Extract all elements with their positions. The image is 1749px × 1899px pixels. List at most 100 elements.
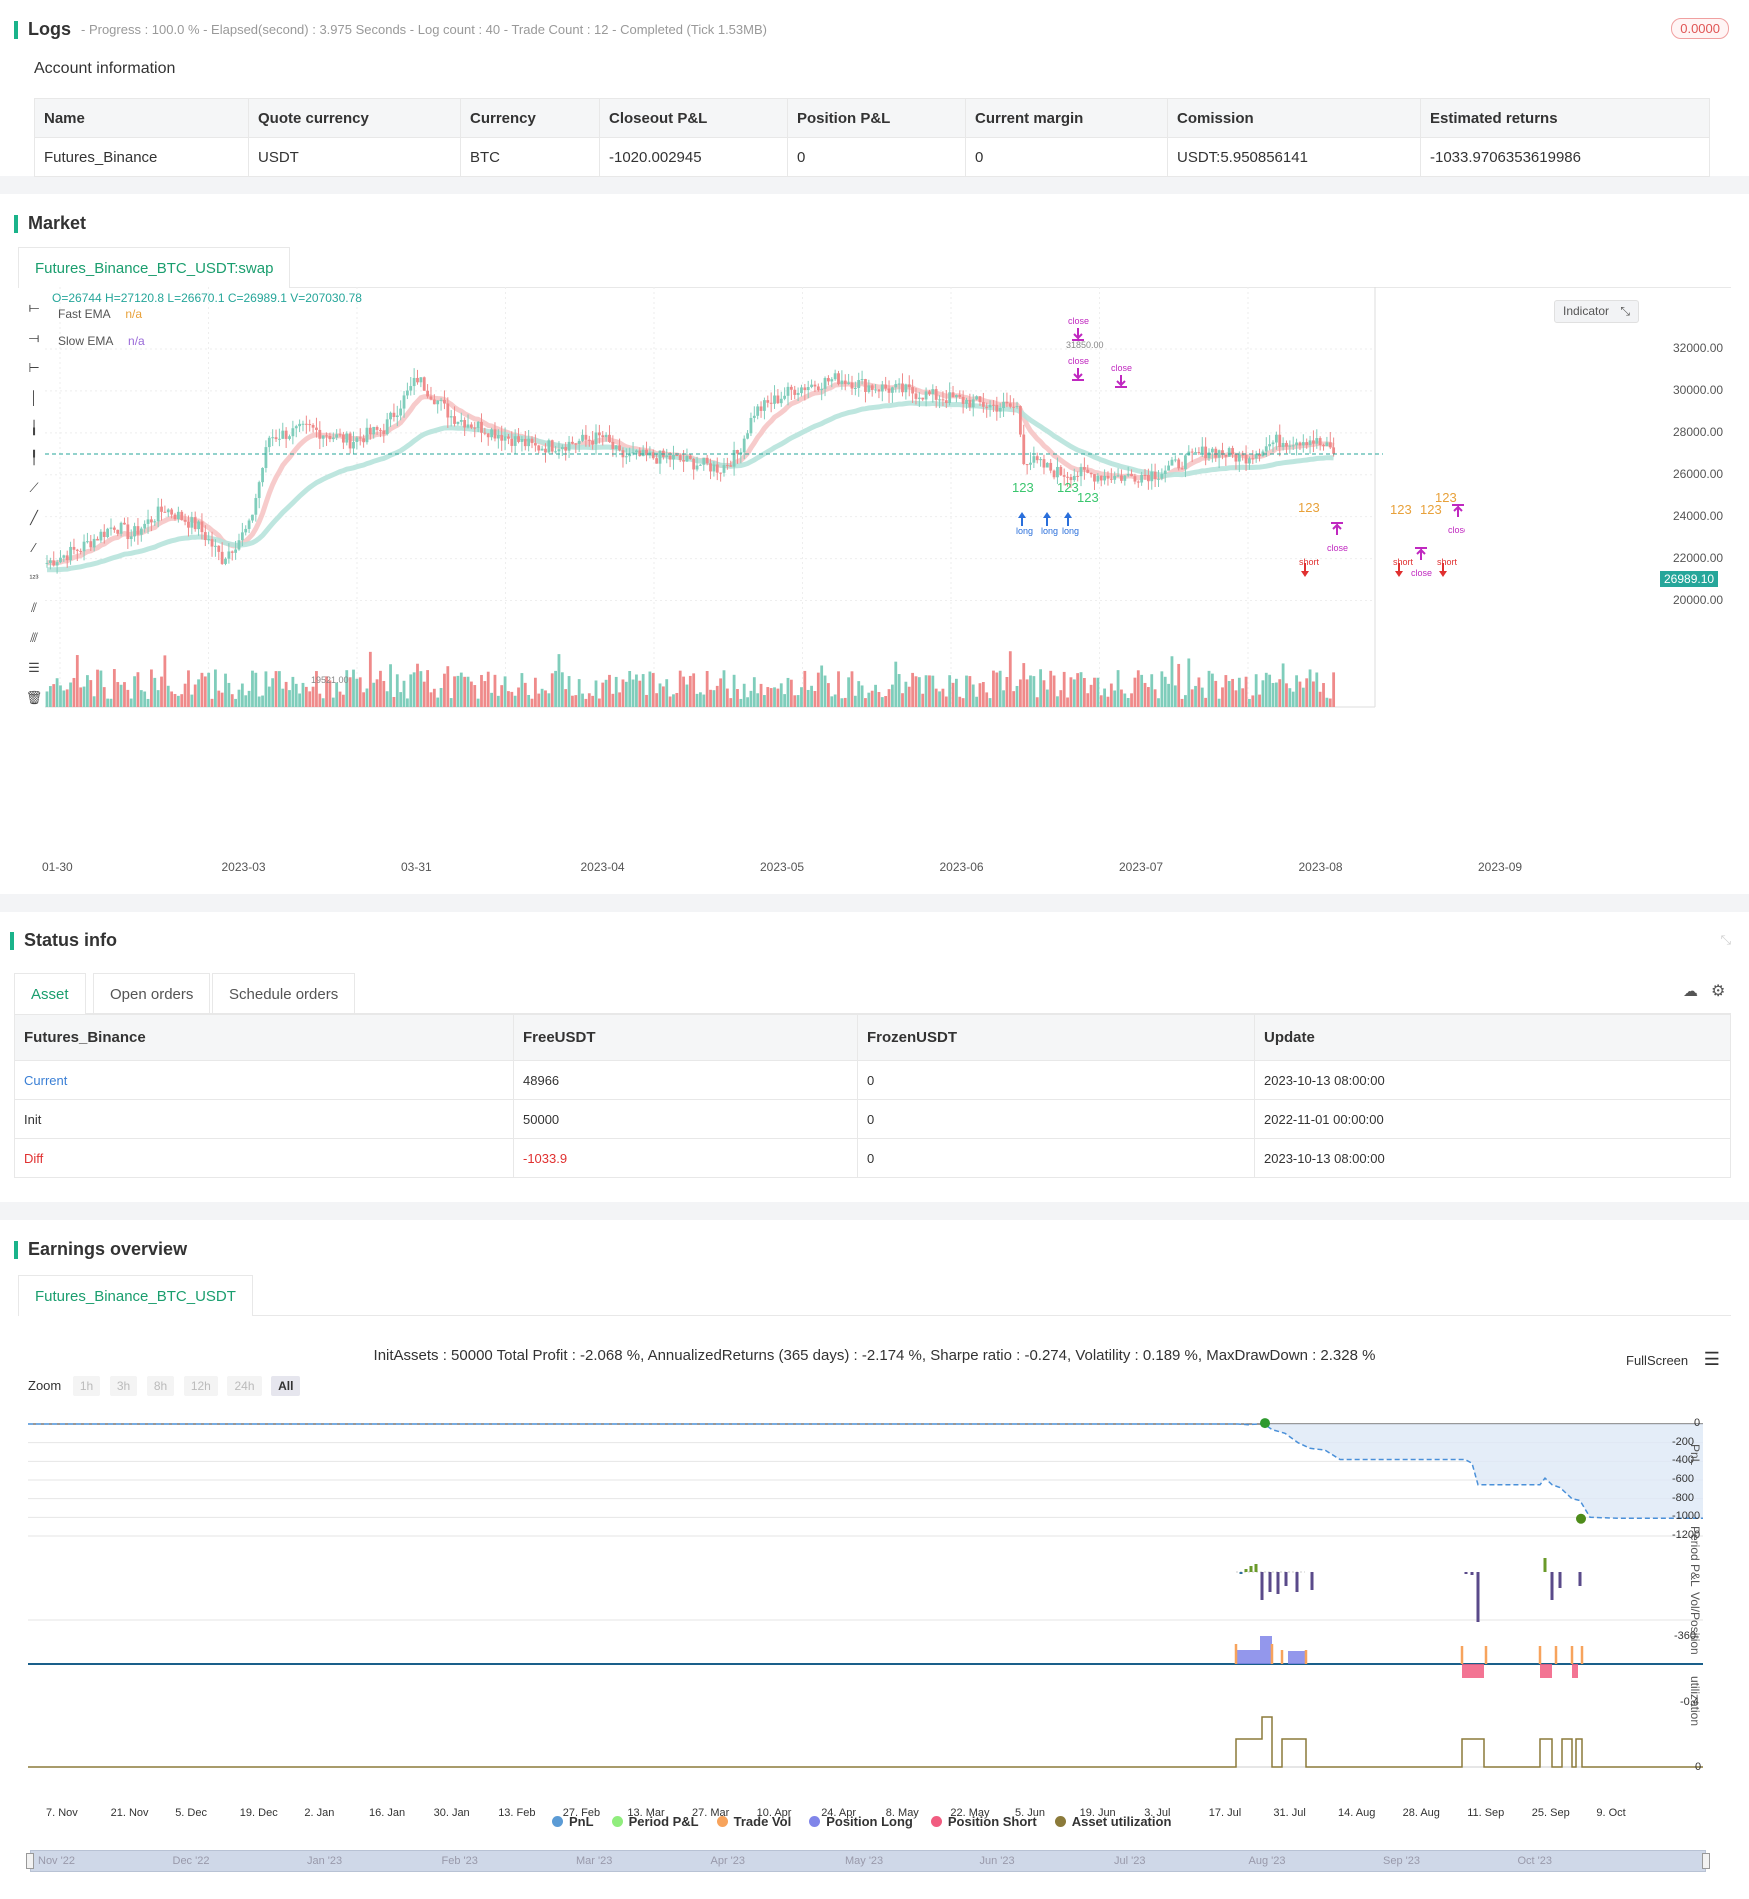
close-marker: [1331, 522, 1343, 535]
gear-icon[interactable]: ⚙: [1711, 983, 1726, 1000]
trend-line-icon[interactable]: ⟋: [29, 480, 39, 495]
legend-item[interactable]: Period P&L: [611, 1814, 699, 1829]
volume-bar: [341, 694, 345, 707]
candle-body: [298, 423, 302, 427]
vertical-segment-icon[interactable]: ╿: [30, 450, 38, 465]
volume-bar: [837, 671, 840, 707]
volume-bar: [1133, 677, 1137, 707]
vertical-ray-icon[interactable]: ╽: [30, 420, 38, 435]
candle-body: [527, 438, 531, 447]
zoom-12h-button[interactable]: 12h: [183, 1376, 218, 1396]
earnings-x-tick: 7. Nov: [46, 1807, 78, 1819]
navigator-left-handle[interactable]: [26, 1853, 34, 1869]
candle-body: [187, 521, 190, 528]
earnings-x-tick: 13. Mar: [627, 1807, 665, 1819]
position-short-bar: [1572, 1664, 1578, 1678]
candle-body: [520, 438, 524, 442]
earnings-x-tick: 14. Aug: [1338, 1807, 1376, 1819]
volume-bar: [173, 693, 177, 707]
tab-earnings-symbol[interactable]: Futures_Binance_BTC_USDT: [18, 1275, 253, 1316]
candle-body: [1143, 474, 1147, 476]
navigator-right-handle[interactable]: [1702, 1853, 1710, 1869]
volume-bar: [513, 695, 517, 707]
candle-body: [1056, 466, 1059, 478]
indicator-button[interactable]: Indicator ⤡: [1554, 300, 1639, 323]
volume-bar: [102, 687, 106, 707]
candle-body: [904, 384, 908, 393]
candle-body: [1103, 475, 1106, 481]
candle-body: [1207, 452, 1211, 459]
candle-body: [1173, 459, 1177, 461]
horizontal-segment-icon[interactable]: ⊢: [28, 360, 40, 375]
earnings-x-tick: 5. Jun: [1015, 1807, 1045, 1819]
tab-market-symbol[interactable]: Futures_Binance_BTC_USDT:swap: [18, 247, 291, 288]
fullscreen-button[interactable]: FullScreen ☰: [1626, 1349, 1720, 1370]
volume-bar: [304, 686, 308, 707]
candle-body: [1227, 448, 1231, 457]
menu-icon[interactable]: ☰: [1703, 1349, 1720, 1369]
candle-body: [126, 524, 130, 540]
volume-bar: [830, 696, 834, 707]
collapse-icon[interactable]: ⤡: [1720, 932, 1731, 947]
time-tick: 2023-09: [1478, 860, 1523, 874]
candle-body: [1025, 464, 1029, 466]
vertical-line-icon[interactable]: │: [29, 390, 39, 405]
candle-body: [1005, 401, 1009, 404]
volume-bar: [978, 683, 982, 707]
zoom-3h-button[interactable]: 3h: [109, 1376, 138, 1396]
candle-body: [958, 395, 962, 397]
period-bar: [1268, 1572, 1272, 1592]
tab-schedule-orders[interactable]: Schedule orders: [212, 973, 356, 1013]
volume-bar: [1308, 669, 1312, 707]
volume-bar: [1197, 677, 1201, 707]
trash-icon[interactable]: 🗑: [25, 690, 43, 705]
volume-bar: [1234, 690, 1238, 707]
legend-item[interactable]: Position Short: [930, 1814, 1037, 1829]
legend-dot-icon: [809, 1816, 821, 1827]
candle-body: [887, 388, 891, 393]
candle-body: [917, 397, 921, 399]
volume-bar: [961, 698, 965, 707]
volume-bar: [234, 698, 238, 707]
candle-body: [193, 517, 197, 530]
legend-item[interactable]: Trade Vol: [716, 1814, 791, 1829]
legend-item[interactable]: PnL: [552, 1814, 594, 1829]
legend-item[interactable]: Asset utilization: [1054, 1814, 1171, 1829]
zoom-1h-button[interactable]: 1h: [72, 1376, 101, 1396]
legend-item[interactable]: Position Long: [809, 1814, 913, 1829]
volume-bar: [1140, 674, 1144, 707]
zoom-24h-button[interactable]: 24h: [227, 1376, 262, 1396]
horizontal-ray-icon[interactable]: ⟞: [28, 330, 40, 345]
candle-body: [668, 455, 672, 460]
tab-asset[interactable]: Asset: [14, 973, 86, 1014]
price-label-icon[interactable]: ¹²³: [29, 573, 39, 583]
volume-bar: [621, 679, 625, 707]
candle-body: [695, 465, 699, 470]
volume-bar: [517, 687, 520, 707]
parallel-channel-icon[interactable]: ⫽: [31, 600, 37, 615]
cloud-download-icon[interactable]: ☁: [1683, 983, 1698, 1000]
zoom-all-button[interactable]: All: [271, 1376, 301, 1396]
candle-body: [244, 528, 248, 533]
volume-bar: [1204, 697, 1208, 707]
tab-open-orders[interactable]: Open orders: [93, 973, 211, 1013]
zoom-bar: Zoom 1h 3h 8h 12h 24h All: [28, 1376, 306, 1396]
zoom-8h-button[interactable]: 8h: [146, 1376, 175, 1396]
volume-bar: [368, 651, 372, 707]
candle-body: [651, 452, 655, 459]
volume-bar: [668, 696, 672, 707]
pnl-y-tick: -200: [1672, 1435, 1695, 1448]
horizontal-line-icon[interactable]: ⟝: [28, 300, 40, 315]
volume-bar: [897, 674, 901, 707]
fib-retracement-icon[interactable]: ☰: [28, 660, 40, 675]
volume-bar: [284, 681, 288, 707]
volume-bar: [540, 688, 544, 707]
signal-arrow: [1301, 563, 1309, 577]
segment-line-icon[interactable]: ∕: [32, 540, 36, 555]
ray-line-icon[interactable]: ╱: [30, 510, 38, 525]
candle-body: [203, 532, 207, 541]
earnings-chart[interactable]: [0, 1405, 1749, 1825]
fibonacci-icon[interactable]: ⫻: [30, 630, 38, 645]
candle-body: [123, 522, 126, 525]
